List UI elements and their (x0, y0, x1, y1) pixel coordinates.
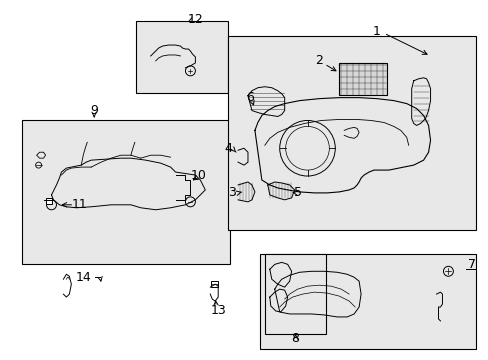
Text: 9: 9 (90, 104, 98, 117)
Text: 4: 4 (224, 142, 232, 155)
Text: 14: 14 (75, 271, 91, 284)
Bar (228, 36, 475, 230)
Bar (21, 121, 230, 264)
Text: 5: 5 (293, 186, 301, 199)
Text: 7: 7 (468, 258, 475, 271)
Text: 12: 12 (187, 13, 203, 26)
Text: 10: 10 (190, 168, 206, 181)
Text: 3: 3 (228, 186, 236, 199)
Bar (264, 255, 325, 334)
Bar (211, 281, 218, 287)
Text: 2: 2 (315, 54, 323, 67)
Text: 6: 6 (245, 91, 253, 104)
Text: 8: 8 (291, 332, 299, 345)
Bar (136, 21, 228, 93)
Text: 13: 13 (210, 305, 225, 318)
Text: 11: 11 (71, 198, 87, 211)
Bar (45, 198, 51, 204)
Bar (339, 63, 386, 95)
Bar (259, 255, 475, 349)
Text: 1: 1 (372, 24, 380, 38)
